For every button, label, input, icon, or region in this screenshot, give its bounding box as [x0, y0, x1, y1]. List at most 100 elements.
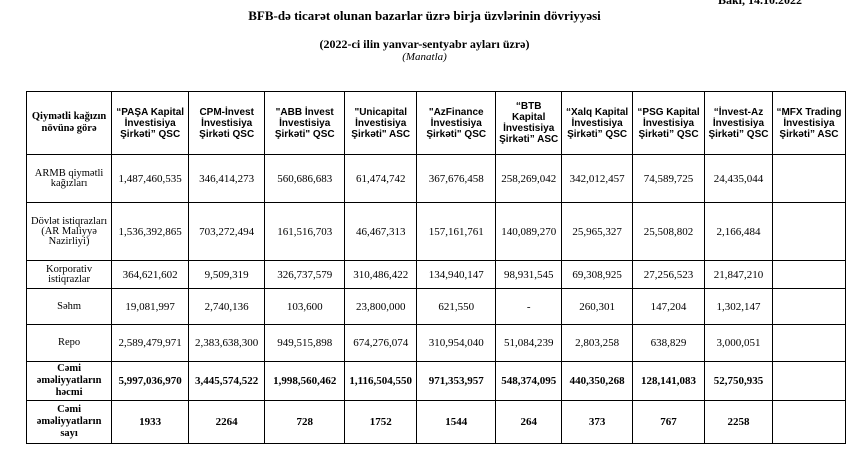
- table-cell: 703,272,494: [188, 202, 266, 261]
- page-subtitle: (2022-ci ilin yanvar-sentyabr ayları üzr…: [319, 37, 530, 51]
- table-cell: -: [495, 288, 563, 325]
- table-cell: [771, 361, 847, 401]
- table-cell: [771, 400, 847, 444]
- table-cell: 69,308,925: [561, 260, 634, 289]
- table-cell: 103,600: [264, 288, 346, 325]
- row-label: Cəmi əməliyyatların sayı: [25, 400, 113, 444]
- table-cell: 1,302,147: [704, 288, 773, 325]
- column-header: "Unicapital İnvestisiya Şirkəti" ASC: [344, 91, 418, 155]
- table-cell: [771, 288, 847, 325]
- table-cell: 2258: [704, 400, 773, 444]
- table-cell: 25,965,327: [561, 202, 634, 261]
- header-row: Qiymətli kağızın növünə görə “PAŞA Kapit…: [25, 91, 847, 155]
- page-title: BFB-də ticarət olunan bazarlar üzrə birj…: [248, 8, 601, 23]
- column-header: “BTB Kapital İnvestisiya Şirkəti” ASC: [495, 91, 563, 155]
- column-header: "ABB İnvest İnvestisiya Şirkəti" QSC: [264, 91, 346, 155]
- column-header: “PAŞA Kapital İnvestisiya Şirkəti” QSC: [111, 91, 190, 155]
- report-date: Bakı, 14.10.2022: [718, 0, 803, 7]
- table-cell: 2,803,258: [561, 324, 634, 362]
- currency-unit: (Manatla): [402, 51, 447, 63]
- table-cell: 1,536,392,865: [111, 202, 190, 261]
- table-cell: 9,509,319: [188, 260, 266, 289]
- table-cell: 161,516,703: [264, 202, 346, 261]
- table-cell: 5,997,036,970: [111, 361, 190, 401]
- table-row: ARMB qiymətli kağızları 1,487,460,535 34…: [25, 154, 847, 203]
- table-cell: 310,486,422: [344, 260, 418, 289]
- row-label: Cəmi əməliyyatların həcmi: [25, 361, 113, 401]
- table-cell: 638,829: [632, 324, 706, 362]
- table-row: Korporativ istiqrazlar 364,621,602 9,509…: [25, 260, 847, 289]
- table-cell: [771, 202, 847, 261]
- turnover-table: Qiymətli kağızın növünə görə “PAŞA Kapit…: [25, 91, 847, 444]
- table-cell: 3,000,051: [704, 324, 773, 362]
- table-cell: 2,740,136: [188, 288, 266, 325]
- table-cell: 2264: [188, 400, 266, 444]
- row-label: Korporativ istiqrazlar: [25, 260, 113, 289]
- table-cell: 3,445,574,522: [188, 361, 266, 401]
- table-cell: 51,084,239: [495, 324, 563, 362]
- row-label: ARMB qiymətli kağızları: [25, 154, 113, 203]
- table-row: Cəmi əməliyyatların həcmi 5,997,036,970 …: [25, 361, 847, 401]
- table-cell: 24,435,044: [704, 154, 773, 203]
- table-cell: 1,116,504,550: [344, 361, 418, 401]
- table-cell: 373: [561, 400, 634, 444]
- table-cell: 364,621,602: [111, 260, 190, 289]
- row-label: Dövlət istiqrazları (AR Maliyyə Nazirliy…: [25, 202, 113, 261]
- table-cell: 98,931,545: [495, 260, 563, 289]
- table-cell: 74,589,725: [632, 154, 706, 203]
- table-cell: 728: [264, 400, 346, 444]
- table-cell: 1752: [344, 400, 418, 444]
- table-cell: 21,847,210: [704, 260, 773, 289]
- column-header: "AzFinance İnvestisiya Şirkəti" QSC: [416, 91, 497, 155]
- table-cell: 128,141,083: [632, 361, 706, 401]
- table-cell: [771, 260, 847, 289]
- table-cell: 46,467,313: [344, 202, 418, 261]
- table-cell: 367,676,458: [416, 154, 497, 203]
- table-cell: 326,737,579: [264, 260, 346, 289]
- table-cell: 560,686,683: [264, 154, 346, 203]
- table-cell: 1544: [416, 400, 497, 444]
- table-cell: 767: [632, 400, 706, 444]
- table-cell: 25,508,802: [632, 202, 706, 261]
- table-cell: 19,081,997: [111, 288, 190, 325]
- table-cell: 674,276,074: [344, 324, 418, 362]
- table-cell: 440,350,268: [561, 361, 634, 401]
- table-cell: 1933: [111, 400, 190, 444]
- column-header: CPM-İnvest İnvestisiya Şirkəti QSC: [188, 91, 266, 155]
- table-cell: 147,204: [632, 288, 706, 325]
- table-cell: 2,589,479,971: [111, 324, 190, 362]
- row-label: Repo: [25, 324, 113, 362]
- table-cell: [771, 324, 847, 362]
- table-row: Cəmi əməliyyatların sayı 1933 2264 728 1…: [25, 400, 847, 444]
- table-cell: 61,474,742: [344, 154, 418, 203]
- table-cell: 258,269,042: [495, 154, 563, 203]
- table-cell: 2,383,638,300: [188, 324, 266, 362]
- table-cell: [771, 154, 847, 203]
- table-cell: 346,414,273: [188, 154, 266, 203]
- table-cell: 264: [495, 400, 563, 444]
- table-cell: 27,256,523: [632, 260, 706, 289]
- corner-header: Qiymətli kağızın növünə görə: [25, 91, 113, 155]
- table-cell: 2,166,484: [704, 202, 773, 261]
- table-cell: 140,089,270: [495, 202, 563, 261]
- column-header: “PSG Kapital İnvestisiya Şirkəti” QSC: [632, 91, 706, 155]
- table-cell: 260,301: [561, 288, 634, 325]
- table-cell: 342,012,457: [561, 154, 634, 203]
- table-row: Dövlət istiqrazları (AR Maliyyə Nazirliy…: [25, 202, 847, 261]
- table-row: Səhm 19,081,997 2,740,136 103,600 23,800…: [25, 288, 847, 325]
- table-cell: 157,161,761: [416, 202, 497, 261]
- column-header: “Xalq Kapital İnvestisiya Şirkəti” QSC: [561, 91, 634, 155]
- table-cell: 621,550: [416, 288, 497, 325]
- table-cell: 1,487,460,535: [111, 154, 190, 203]
- table-cell: 1,998,560,462: [264, 361, 346, 401]
- table-cell: 548,374,095: [495, 361, 563, 401]
- table-cell: 134,940,147: [416, 260, 497, 289]
- table-cell: 949,515,898: [264, 324, 346, 362]
- table-cell: 310,954,040: [416, 324, 497, 362]
- table-cell: 971,353,957: [416, 361, 497, 401]
- table-cell: 23,800,000: [344, 288, 418, 325]
- column-header: “MFX Trading İnvestisiya Şirkəti” ASC: [771, 91, 847, 155]
- row-label: Səhm: [25, 288, 113, 325]
- table-row: Repo 2,589,479,971 2,383,638,300 949,515…: [25, 324, 847, 362]
- table-cell: 52,750,935: [704, 361, 773, 401]
